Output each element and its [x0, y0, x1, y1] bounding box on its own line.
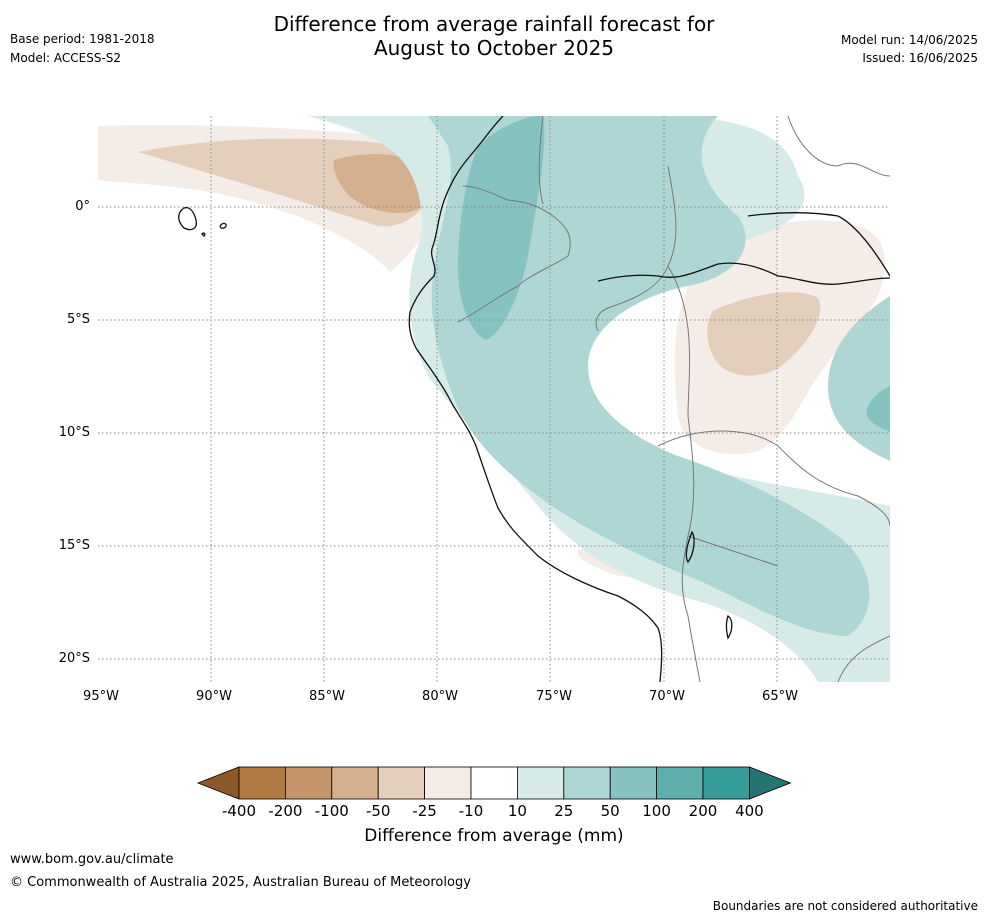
lat-label: 5°S — [66, 312, 90, 327]
colorbar-tick-label: -100 — [314, 802, 349, 820]
base-period: Base period: 1981-2018 — [10, 32, 155, 46]
colorbar-cell — [563, 766, 611, 800]
colorbar-title: Difference from average (mm) — [364, 826, 624, 846]
colorbar-tick-label: -400 — [221, 802, 257, 820]
colorbar-extend-high — [749, 766, 792, 800]
title-line-2: August to October 2025 — [373, 36, 615, 60]
colorbar-cell — [424, 766, 472, 800]
lon-label: 65°W — [762, 689, 798, 704]
lon-label: 70°W — [649, 689, 685, 704]
colorbar-tick-label: 400 — [735, 802, 764, 820]
title-line-1: Difference from average rainfall forecas… — [273, 12, 715, 36]
footer-copyright: © Commonwealth of Australia 2025, Austra… — [10, 875, 471, 890]
country-borders — [457, 116, 890, 682]
model-run: Model run: 14/06/2025 — [840, 33, 978, 47]
colorbar-tick-label: 200 — [688, 802, 718, 820]
colorbar-tick-label: -50 — [365, 802, 391, 820]
wet-anomaly-strong — [457, 116, 545, 340]
footer-disclaimer: Boundaries are not considered authoritat… — [712, 899, 978, 913]
colorbar-cell — [331, 766, 379, 800]
colorbar-cell — [656, 766, 704, 800]
wet-anomaly-strong-east — [866, 386, 890, 432]
coastlines — [178, 116, 890, 682]
colorbar-tick-label: 100 — [642, 802, 671, 820]
lon-label: 80°W — [422, 689, 458, 704]
lon-label: 95°W — [83, 689, 119, 704]
colorbar-tick-label: 50 — [600, 802, 620, 820]
colorbar-extend-low — [196, 766, 240, 800]
graticule — [98, 116, 890, 682]
footer-url: www.bom.gov.au/climate — [10, 852, 174, 867]
issued-date: Issued: 16/06/2025 — [862, 51, 978, 65]
model-name: Model: ACCESS-S2 — [10, 51, 122, 65]
wet-anomaly-medium — [428, 116, 870, 636]
colorbar — [196, 766, 792, 800]
colorbar-cell — [377, 766, 425, 800]
colorbar-cell — [609, 766, 658, 800]
rainfall-map — [98, 116, 890, 682]
lon-label: 90°W — [196, 689, 232, 704]
colorbar-tick-label: -25 — [412, 802, 437, 820]
colorbar-tick-label: 25 — [554, 802, 574, 820]
colorbar-cell — [470, 766, 518, 800]
lat-label: 10°S — [58, 425, 90, 440]
colorbar-cell — [516, 766, 565, 800]
lon-label: 85°W — [309, 689, 345, 704]
colorbar-cell — [702, 766, 750, 800]
lat-label: 15°S — [58, 538, 90, 553]
colorbar-tick-label: -200 — [268, 802, 303, 820]
lon-label: 75°W — [536, 689, 572, 704]
dry-anomaly-amazon-mid — [707, 292, 821, 376]
page-title: Difference from average rainfall forecas… — [0, 12, 988, 60]
lat-label: 20°S — [58, 651, 90, 666]
colorbar-tick-label: 10 — [507, 802, 527, 820]
colorbar-tick-label: -10 — [458, 802, 484, 820]
colorbar-cell — [238, 766, 286, 800]
lat-label: 0° — [75, 199, 90, 214]
colorbar-cell — [285, 766, 333, 800]
